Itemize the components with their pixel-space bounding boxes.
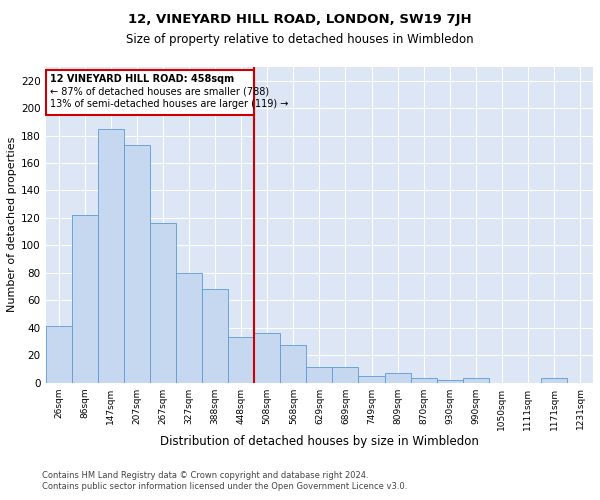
Bar <box>410 378 437 382</box>
Bar <box>46 70 254 115</box>
Y-axis label: Number of detached properties: Number of detached properties <box>7 137 17 312</box>
Bar <box>280 346 307 383</box>
Bar <box>332 368 358 382</box>
Text: 13% of semi-detached houses are larger (119) →: 13% of semi-detached houses are larger (… <box>50 98 288 108</box>
Text: Contains HM Land Registry data © Crown copyright and database right 2024.: Contains HM Land Registry data © Crown c… <box>42 471 368 480</box>
Bar <box>124 145 150 382</box>
Bar <box>385 373 410 382</box>
Bar <box>541 378 567 382</box>
Bar <box>202 289 228 382</box>
Bar <box>254 333 280 382</box>
X-axis label: Distribution of detached houses by size in Wimbledon: Distribution of detached houses by size … <box>160 435 479 448</box>
Bar <box>150 224 176 382</box>
Text: 12, VINEYARD HILL ROAD, LONDON, SW19 7JH: 12, VINEYARD HILL ROAD, LONDON, SW19 7JH <box>128 12 472 26</box>
Bar <box>98 128 124 382</box>
Bar <box>463 378 489 382</box>
Bar <box>437 380 463 382</box>
Text: 12 VINEYARD HILL ROAD: 458sqm: 12 VINEYARD HILL ROAD: 458sqm <box>50 74 234 84</box>
Text: Size of property relative to detached houses in Wimbledon: Size of property relative to detached ho… <box>126 32 474 46</box>
Bar <box>358 376 385 382</box>
Bar <box>307 368 332 382</box>
Bar <box>228 337 254 382</box>
Bar <box>176 273 202 382</box>
Bar <box>46 326 72 382</box>
Text: ← 87% of detached houses are smaller (788): ← 87% of detached houses are smaller (78… <box>50 86 269 96</box>
Bar <box>72 215 98 382</box>
Text: Contains public sector information licensed under the Open Government Licence v3: Contains public sector information licen… <box>42 482 407 491</box>
